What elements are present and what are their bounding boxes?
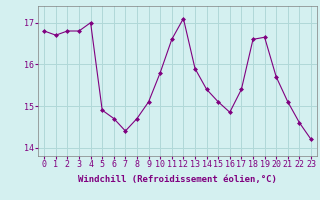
X-axis label: Windchill (Refroidissement éolien,°C): Windchill (Refroidissement éolien,°C) xyxy=(78,175,277,184)
